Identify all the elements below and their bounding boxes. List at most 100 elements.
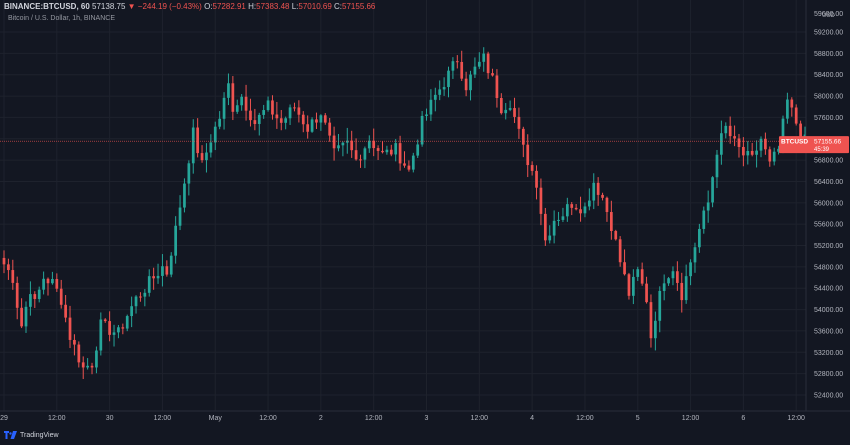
candle-body[interactable] [676, 271, 679, 283]
candle-body[interactable] [187, 163, 191, 184]
candle-body[interactable] [231, 83, 235, 112]
candle-body[interactable] [469, 74, 472, 91]
candle-body[interactable] [279, 118, 283, 123]
candle-body[interactable] [772, 151, 776, 162]
candle-body[interactable] [156, 275, 160, 279]
candle-body[interactable] [112, 332, 116, 335]
candle-body[interactable] [11, 270, 15, 283]
time-axis[interactable]: 29 12:00 30 12:00 May 12:00 2 12:00 3 12:00 4 12:00… [0, 410, 850, 422]
candle-body[interactable] [24, 306, 28, 327]
candle-body[interactable] [301, 114, 305, 125]
candle-body[interactable] [724, 125, 728, 134]
candle-body[interactable] [447, 70, 450, 88]
candle-body[interactable] [266, 100, 270, 111]
candle-body[interactable] [667, 278, 670, 284]
candle-body[interactable] [249, 110, 252, 121]
tradingview-logo[interactable]: TradingView [4, 431, 59, 439]
candle-body[interactable] [706, 202, 710, 211]
candle-body[interactable] [389, 149, 393, 155]
candle-body[interactable] [632, 276, 635, 296]
candle-body[interactable] [645, 283, 648, 303]
candle-body[interactable] [477, 61, 481, 67]
candle-body[interactable] [662, 283, 666, 291]
candle-body[interactable] [794, 107, 798, 124]
candle-body[interactable] [2, 257, 6, 265]
candle-body[interactable] [381, 150, 384, 153]
candle-body[interactable] [433, 94, 437, 100]
candle-body[interactable] [579, 209, 582, 214]
candle-body[interactable] [51, 278, 54, 284]
candle-body[interactable] [711, 177, 714, 203]
candle-body[interactable] [693, 247, 697, 263]
candle-body[interactable] [244, 96, 248, 111]
candle-body[interactable] [284, 118, 288, 123]
candle-body[interactable] [262, 110, 266, 115]
candle-body[interactable] [222, 97, 226, 119]
candle-body[interactable] [337, 145, 340, 149]
candle-body[interactable] [728, 125, 732, 137]
candle-body[interactable] [33, 294, 37, 299]
candle-body[interactable] [394, 143, 398, 155]
candle-body[interactable] [636, 269, 640, 277]
candle-body[interactable] [354, 150, 358, 160]
candle-body[interactable] [398, 143, 402, 164]
candle-body[interactable] [46, 278, 50, 284]
candle-body[interactable] [438, 89, 442, 95]
candle-body[interactable] [592, 182, 596, 201]
candle-body[interactable] [191, 127, 195, 164]
candle-body[interactable] [297, 107, 301, 115]
candle-body[interactable] [755, 150, 758, 155]
candle-body[interactable] [684, 276, 688, 301]
candle-body[interactable] [416, 144, 420, 156]
candle-body[interactable] [429, 99, 433, 115]
candle-body[interactable] [491, 73, 494, 76]
candle-body[interactable] [174, 225, 177, 256]
candle-body[interactable] [253, 120, 257, 124]
candle-body[interactable] [275, 114, 279, 119]
candle-body[interactable] [609, 212, 613, 232]
candle-body[interactable] [86, 365, 89, 368]
candle-body[interactable] [37, 289, 41, 299]
candle-body[interactable] [134, 296, 138, 307]
candle-body[interactable] [411, 155, 415, 170]
candlestick-series[interactable] [2, 47, 807, 380]
candle-body[interactable] [403, 163, 406, 166]
candle-body[interactable] [451, 61, 455, 71]
candle-body[interactable] [271, 100, 274, 115]
candle-body[interactable] [64, 304, 67, 318]
candle-body[interactable] [288, 107, 292, 119]
candle-body[interactable] [77, 344, 81, 363]
candle-body[interactable] [614, 231, 618, 240]
candle-body[interactable] [605, 197, 609, 213]
candle-body[interactable] [526, 144, 530, 166]
candle-body[interactable] [486, 53, 490, 74]
candle-body[interactable] [764, 138, 767, 150]
candle-body[interactable] [777, 148, 780, 152]
candle-body[interactable] [420, 115, 424, 145]
candle-body[interactable] [196, 127, 200, 154]
candle-body[interactable] [161, 266, 164, 276]
candle-body[interactable] [460, 61, 464, 79]
candle-body[interactable] [781, 118, 785, 149]
candle-body[interactable] [596, 182, 600, 195]
candle-body[interactable] [240, 96, 244, 106]
candle-body[interactable] [574, 207, 578, 210]
candle-body[interactable] [640, 269, 644, 284]
candle-body[interactable] [147, 276, 151, 293]
candle-body[interactable] [570, 204, 574, 208]
candle-body[interactable] [310, 119, 314, 132]
candle-body[interactable] [165, 266, 169, 275]
candle-body[interactable] [587, 200, 591, 207]
candle-body[interactable] [742, 146, 745, 156]
candle-body[interactable] [482, 53, 486, 62]
candle-body[interactable] [99, 319, 103, 351]
candle-body[interactable] [601, 194, 604, 198]
candle-body[interactable] [504, 109, 508, 114]
candle-body[interactable] [786, 99, 789, 119]
candle-body[interactable] [464, 78, 468, 91]
candle-body[interactable] [7, 264, 10, 271]
candle-body[interactable] [750, 150, 754, 155]
candle-body[interactable] [328, 122, 332, 136]
candle-body[interactable] [130, 306, 133, 317]
candle-body[interactable] [350, 140, 354, 151]
